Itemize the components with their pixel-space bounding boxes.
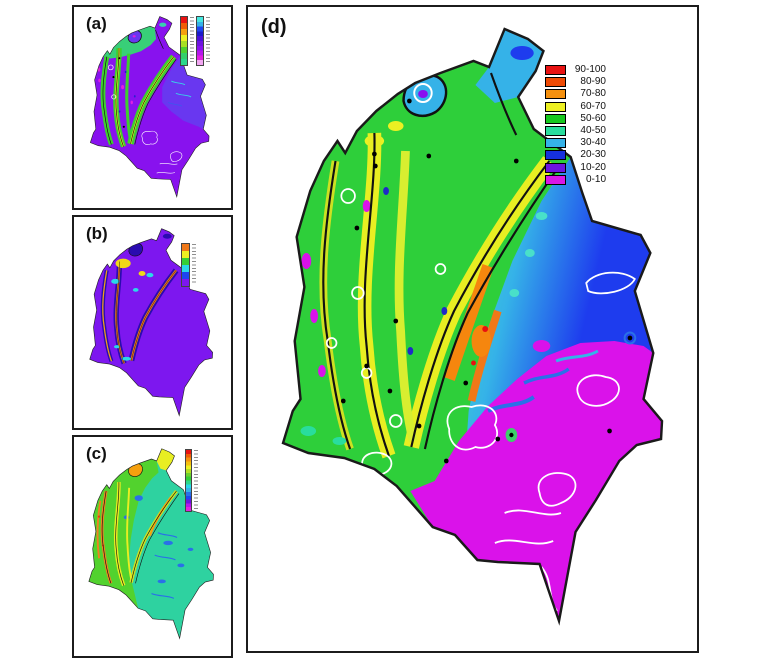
panel-c: (c) bbox=[72, 435, 233, 658]
legend-swatch bbox=[545, 162, 566, 173]
legend-swatch bbox=[545, 65, 566, 76]
legend-label: 20-30 bbox=[580, 149, 606, 161]
panel-d-label: (d) bbox=[261, 16, 287, 38]
legend-swatch bbox=[545, 77, 566, 88]
legend-swatch bbox=[545, 126, 566, 137]
legend-label: 40-50 bbox=[580, 125, 606, 137]
colorbar-a-lower-ticks bbox=[206, 17, 210, 64]
legend-d: 90-100 80-90 70-80 60-70 50-60 40-50 30-40 20-3… bbox=[545, 64, 606, 186]
legend-swatch bbox=[545, 89, 566, 100]
legend-swatch bbox=[545, 138, 566, 149]
legend-label: 60-70 bbox=[580, 100, 606, 112]
legend-label: 0-10 bbox=[585, 173, 606, 185]
legend-label: 50-60 bbox=[580, 112, 606, 124]
legend-entry: 40-50 bbox=[545, 125, 606, 137]
colorbar-b-ticks bbox=[192, 244, 196, 285]
legend-swatch bbox=[545, 101, 566, 112]
panel-c-label: (c) bbox=[86, 444, 107, 463]
colombia-map-d bbox=[281, 27, 664, 623]
panel-b: (b) bbox=[72, 215, 233, 430]
legend-label: 10-20 bbox=[580, 161, 606, 173]
colorbar-a-upper bbox=[180, 16, 188, 66]
legend-swatch bbox=[545, 150, 566, 161]
colorbar-b bbox=[181, 243, 190, 287]
legend-entry: 70-80 bbox=[545, 88, 606, 100]
legend-swatch bbox=[545, 113, 566, 124]
city-dots bbox=[340, 98, 612, 464]
colorbar-a-lower bbox=[196, 16, 204, 66]
colombia-map-a bbox=[90, 16, 210, 198]
legend-entry: 30-40 bbox=[545, 137, 606, 149]
colombia-map-c bbox=[88, 448, 214, 639]
legend-label: 30-40 bbox=[580, 137, 606, 149]
legend-entry: 10-20 bbox=[545, 162, 606, 174]
colombia-map-b bbox=[89, 228, 213, 416]
colorbar-c bbox=[185, 449, 192, 512]
legend-entry: 50-60 bbox=[545, 113, 606, 125]
legend-entry: 60-70 bbox=[545, 101, 606, 113]
legend-entry: 80-90 bbox=[545, 76, 606, 88]
legend-label: 70-80 bbox=[580, 88, 606, 100]
colorbar-a-upper-ticks bbox=[190, 17, 194, 64]
colorbar-c-ticks bbox=[194, 450, 198, 510]
panel-a-label: (a) bbox=[86, 14, 107, 33]
legend-label: 90-100 bbox=[574, 64, 606, 76]
legend-swatch bbox=[545, 174, 566, 185]
legend-entry: 20-30 bbox=[545, 149, 606, 161]
panel-a: (a) bbox=[72, 5, 233, 210]
legend-entry: 0-10 bbox=[545, 174, 606, 186]
legend-label: 80-90 bbox=[580, 76, 606, 88]
panel-d: (d) bbox=[246, 5, 699, 653]
legend-entry: 90-100 bbox=[545, 64, 606, 76]
panel-b-label: (b) bbox=[86, 224, 108, 243]
department-boundaries bbox=[325, 188, 636, 612]
